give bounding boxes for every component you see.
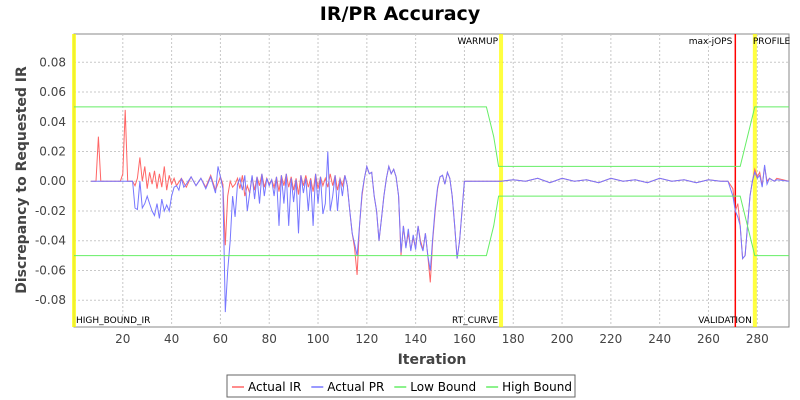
legend-label: Low Bound bbox=[410, 380, 476, 394]
y-tick-label: 0.06 bbox=[39, 85, 66, 99]
y-tick-label: -0.06 bbox=[35, 263, 66, 277]
x-tick-label: 60 bbox=[213, 332, 228, 346]
series-lines bbox=[74, 106, 790, 313]
phase-markers bbox=[72, 34, 757, 327]
phase-marker-label: RT_CURVE bbox=[452, 316, 498, 326]
x-tick-label: 200 bbox=[551, 332, 574, 346]
grid bbox=[74, 34, 789, 327]
x-tick-label: 40 bbox=[164, 332, 179, 346]
series-line-3 bbox=[74, 106, 789, 167]
x-tick-label: 180 bbox=[502, 332, 525, 346]
phase-marker-labels: WARMUP max-jOPS PROFILE HIGH_BOUND_IR RT_CUR… bbox=[76, 37, 790, 326]
x-tick-label: 220 bbox=[599, 332, 622, 346]
y-tick-label: 0.04 bbox=[39, 115, 66, 129]
x-tick-label: 160 bbox=[453, 332, 476, 346]
y-tick-labels: -0.08 -0.06 -0.04 -0.02 0.00 0.02 0.04 0.06 0.08 bbox=[35, 55, 66, 307]
x-tick-label: 20 bbox=[115, 332, 130, 346]
x-tick-label: 80 bbox=[262, 332, 277, 346]
y-tick-label: 0.02 bbox=[39, 144, 66, 158]
y-axis-label: Discrepancy to Requested IR bbox=[14, 66, 30, 294]
y-tick-label: -0.08 bbox=[35, 293, 66, 307]
x-tick-label: 280 bbox=[746, 332, 769, 346]
series-line-2 bbox=[74, 195, 789, 257]
phase-marker-label: HIGH_BOUND_IR bbox=[76, 316, 150, 326]
phase-marker-label: WARMUP bbox=[457, 37, 498, 47]
y-tick-label: 0.08 bbox=[39, 55, 66, 69]
legend-label: Actual PR bbox=[327, 380, 384, 394]
phase-marker-label: max-jOPS bbox=[689, 37, 733, 47]
series-line-1 bbox=[91, 151, 790, 313]
legend-box bbox=[226, 374, 576, 398]
y-tick-label: 0.00 bbox=[39, 174, 66, 188]
x-tick-label: 240 bbox=[648, 332, 671, 346]
y-tick-label: -0.04 bbox=[35, 234, 66, 248]
x-axis-label: Iteration bbox=[398, 352, 467, 368]
x-tick-labels: 20 40 60 80 100 120 140 160 180 200 220 240 260 280 bbox=[115, 332, 769, 346]
legend-label: Actual IR bbox=[248, 380, 301, 394]
legend: Actual IR Actual PR Low Bound High Bound bbox=[226, 374, 576, 398]
x-tick-label: 100 bbox=[307, 332, 330, 346]
x-tick-label: 140 bbox=[404, 332, 427, 346]
x-tick-label: 120 bbox=[355, 332, 378, 346]
phase-marker-label: VALIDATION bbox=[698, 316, 752, 326]
x-tick-label: 260 bbox=[697, 332, 720, 346]
chart-title: IR/PR Accuracy bbox=[320, 3, 481, 25]
phase-marker-label: PROFILE bbox=[753, 37, 791, 47]
y-tick-label: -0.02 bbox=[35, 204, 66, 218]
legend-label: High Bound bbox=[502, 380, 572, 394]
